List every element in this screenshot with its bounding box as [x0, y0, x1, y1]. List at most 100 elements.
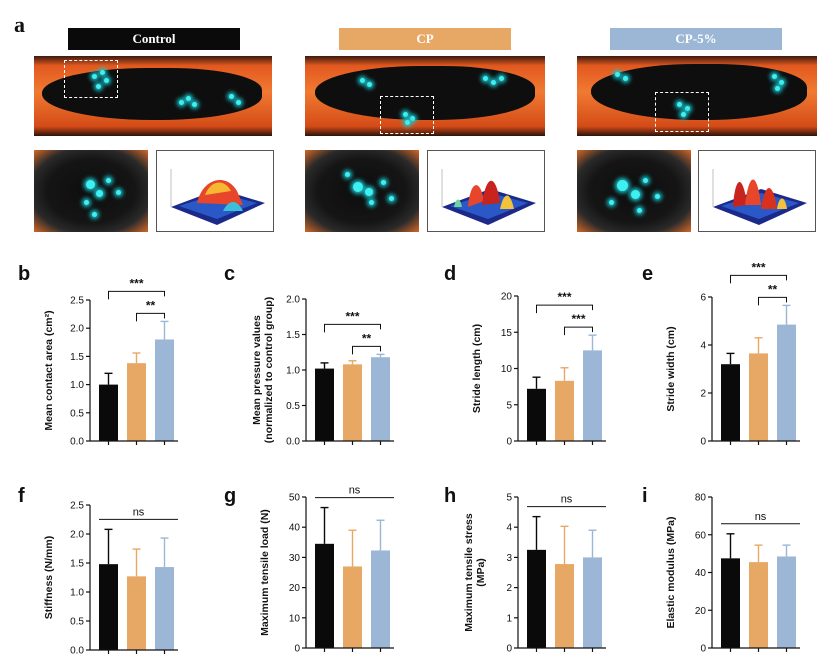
bar-control — [315, 543, 334, 648]
group-label-cp: CP — [339, 28, 511, 50]
y-axis-label: Maximum tensile stress — [463, 513, 475, 632]
y-axis-label: Stride width (cm) — [665, 326, 677, 411]
significance-label: ** — [146, 298, 156, 312]
significance-label: ns — [755, 511, 767, 523]
y-tick-label: 0.0 — [70, 646, 84, 657]
control-paw-zoom-photo — [34, 150, 148, 232]
y-tick-label: 40 — [289, 523, 301, 534]
bar-cp-5 — [583, 350, 602, 441]
significance-bracket — [352, 345, 381, 355]
significance-label: ** — [768, 282, 778, 296]
y-tick-label: 5 — [506, 400, 512, 411]
bar-cp — [555, 564, 574, 648]
panel-letter-e: e — [642, 263, 653, 285]
y-axis-label: Elastic modulus (MPa) — [665, 516, 677, 628]
bar-cp — [127, 363, 146, 441]
y-tick-label: 1.0 — [286, 366, 300, 377]
bar-control — [721, 558, 740, 648]
significance-bracket — [108, 290, 165, 300]
y-axis-label: Stride length (cm) — [471, 324, 483, 413]
y-tick-label: 20 — [501, 292, 513, 303]
y-tick-label: 50 — [289, 493, 301, 504]
y-tick-label: 0.5 — [70, 617, 84, 628]
bar-control — [527, 549, 546, 648]
significance-bracket — [536, 304, 593, 314]
y-tick-label: 2 — [506, 583, 512, 594]
bar-cp-5 — [583, 557, 602, 648]
panel-letter-c: c — [224, 263, 235, 285]
bar-cp-5 — [777, 556, 796, 648]
y-tick-label: 20 — [289, 583, 301, 594]
bar-cp-5 — [155, 567, 174, 650]
y-tick-label: 10 — [501, 364, 513, 375]
y-tick-label: 0 — [700, 437, 706, 448]
bar-cp-5 — [777, 324, 796, 441]
y-tick-label: 2 — [700, 389, 706, 400]
significance-bracket — [324, 323, 381, 333]
bar-control — [315, 368, 334, 441]
bar-cp — [343, 566, 362, 648]
bar-cp — [555, 380, 574, 441]
y-tick-label: 2.0 — [70, 324, 84, 335]
y-tick-label: 30 — [289, 553, 301, 564]
y-axis-label: Maximum tensile load (N) — [259, 509, 271, 636]
panel-letter-i: i — [642, 485, 648, 507]
bar-control — [721, 364, 740, 441]
y-tick-label: 10 — [289, 613, 301, 624]
y-tick-label: 40 — [695, 568, 707, 579]
panel-letter-f: f — [18, 485, 25, 507]
cp5-pressure-heatmap — [698, 150, 816, 232]
bar-cp — [127, 576, 146, 650]
y-axis-label: Stiffness (N/mm) — [43, 536, 55, 619]
control-pressure-heatmap — [156, 150, 274, 232]
panel-letter-h: h — [444, 485, 456, 507]
y-tick-label: 1.5 — [286, 330, 300, 341]
y-tick-label: 2.5 — [70, 501, 84, 512]
significance-label: ** — [362, 331, 372, 345]
y-axis-label: (normalized to control group) — [263, 297, 275, 443]
bar-cp-5 — [155, 339, 174, 441]
y-tick-label: 0 — [506, 437, 512, 448]
y-tick-label: 4 — [506, 523, 512, 534]
panel-letter-b: b — [18, 263, 30, 285]
bar-cp — [749, 562, 768, 648]
y-tick-label: 0.0 — [70, 437, 84, 448]
y-tick-label: 0.0 — [286, 437, 300, 448]
y-tick-label: 2.0 — [70, 530, 84, 541]
y-axis-label: (MPa) — [475, 558, 487, 587]
bar-cp — [749, 353, 768, 441]
significance-label: *** — [557, 290, 571, 304]
significance-bracket — [136, 312, 165, 322]
y-axis-label: Mean pressure values — [251, 315, 263, 425]
cp5-paw-zoom-photo — [577, 150, 691, 232]
bar-control — [527, 388, 546, 441]
y-tick-label: 0 — [294, 644, 300, 655]
significance-label: ns — [133, 506, 145, 518]
panel-letter-d: d — [444, 263, 456, 285]
y-tick-label: 5 — [506, 493, 512, 504]
bar-control — [99, 384, 118, 441]
significance-bracket — [564, 326, 593, 336]
y-tick-label: 1.0 — [70, 380, 84, 391]
y-tick-label: 2.0 — [286, 295, 300, 306]
y-tick-label: 0 — [506, 644, 512, 655]
y-tick-label: 1.0 — [70, 588, 84, 599]
significance-bracket — [758, 296, 787, 306]
bar-cp-5 — [371, 357, 390, 441]
significance-bracket — [730, 274, 787, 284]
bar-cp-5 — [371, 550, 390, 648]
y-tick-label: 15 — [501, 328, 513, 339]
cp-paw-zoom-photo — [305, 150, 419, 232]
y-tick-label: 0.5 — [70, 408, 84, 419]
y-tick-label: 4 — [700, 341, 706, 352]
y-axis-label: Mean contact area (cm²) — [43, 310, 55, 430]
group-label-control: Control — [68, 28, 240, 50]
y-tick-label: 3 — [506, 553, 512, 564]
y-tick-label: 2.5 — [70, 296, 84, 307]
group-label-cp5: CP-5% — [610, 28, 782, 50]
